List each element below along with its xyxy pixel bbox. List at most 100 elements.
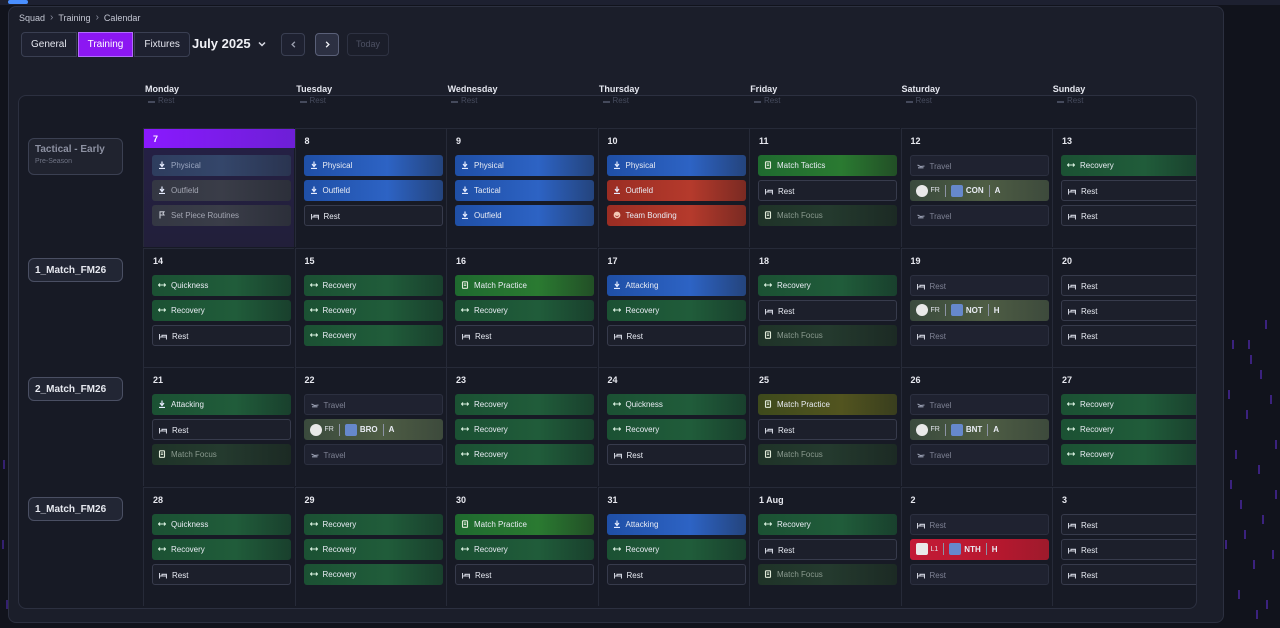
session-item[interactable]: Recovery: [455, 444, 594, 465]
calendar-day-cell[interactable]: 26 Travel FR BNT A Travel: [900, 367, 1052, 486]
session-item[interactable]: Physical: [455, 155, 594, 176]
week-plan-label[interactable]: Tactical - Early Pre-Season: [28, 138, 123, 175]
calendar-day-cell[interactable]: 12 Travel FR CON A Travel: [900, 128, 1052, 247]
session-item[interactable]: Quickness: [606, 394, 746, 415]
session-item[interactable]: Physical: [606, 155, 746, 176]
calendar-day-cell[interactable]: 13 Recovery Rest Rest: [1052, 128, 1196, 247]
calendar-day-cell[interactable]: 23 Recovery Recovery Recovery: [446, 367, 597, 486]
calendar-day-cell[interactable]: 15 Recovery Recovery Recovery: [294, 247, 446, 367]
session-item[interactable]: Travel: [909, 444, 1049, 465]
session-item[interactable]: Rest: [758, 180, 897, 201]
session-item[interactable]: Rest: [1061, 563, 1196, 585]
session-item[interactable]: Rest: [1061, 538, 1196, 560]
calendar-day-cell[interactable]: 21 Attacking Rest Match Focus: [143, 367, 294, 486]
session-item[interactable]: Recovery: [303, 324, 443, 346]
session-item[interactable]: Outfield: [152, 180, 291, 201]
session-item[interactable]: Travel: [303, 444, 443, 465]
session-item[interactable]: Rest: [606, 444, 746, 465]
session-item[interactable]: Rest: [303, 205, 443, 226]
next-month-button[interactable]: [315, 33, 339, 56]
session-item[interactable]: Recovery: [455, 419, 594, 440]
session-item[interactable]: Recovery: [303, 538, 443, 560]
session-item[interactable]: Match Focus: [758, 444, 897, 465]
session-item[interactable]: Rest: [909, 513, 1049, 535]
fixture-item[interactable]: FR BNT A: [909, 419, 1049, 440]
calendar-day-cell[interactable]: 2 Rest L1 NTH H Rest: [900, 486, 1052, 606]
session-item[interactable]: Attacking: [606, 274, 746, 296]
breadcrumb-squad[interactable]: Squad: [19, 12, 46, 23]
session-item[interactable]: Rest: [1061, 324, 1196, 346]
calendar-day-cell[interactable]: 27 Recovery Recovery Recovery: [1052, 367, 1196, 486]
session-item[interactable]: Match Tactics: [758, 155, 897, 176]
calendar-day-cell[interactable]: 3 Rest Rest Rest: [1052, 486, 1196, 606]
session-item[interactable]: Recovery: [1061, 155, 1196, 176]
session-item[interactable]: Recovery: [606, 299, 746, 321]
breadcrumb-training[interactable]: Training: [58, 12, 91, 23]
session-item[interactable]: Match Practice: [455, 513, 594, 535]
session-item[interactable]: Tactical: [455, 180, 594, 201]
session-item[interactable]: Set Piece Routines: [152, 205, 291, 226]
calendar-day-cell[interactable]: 31 Attacking Recovery Rest: [597, 486, 749, 606]
session-item[interactable]: Travel: [909, 155, 1049, 176]
session-item[interactable]: Outfield: [606, 180, 746, 201]
session-item[interactable]: Rest: [606, 563, 746, 585]
week-plan-label[interactable]: 1_Match_FM26: [28, 496, 123, 521]
calendar-day-cell[interactable]: 10 Physical Outfield Team Bonding: [597, 128, 749, 247]
session-item[interactable]: Rest: [1061, 513, 1196, 535]
session-item[interactable]: Recovery: [606, 419, 746, 440]
session-item[interactable]: Recovery: [152, 538, 291, 560]
fixture-item[interactable]: L1 NTH H: [909, 538, 1049, 560]
calendar-day-cell[interactable]: 22 Travel FR BRO A Travel: [294, 367, 446, 486]
session-item[interactable]: Match Practice: [455, 274, 594, 296]
session-item[interactable]: Physical: [303, 155, 443, 176]
prev-month-button[interactable]: [281, 33, 305, 56]
session-item[interactable]: Travel: [303, 394, 443, 415]
session-item[interactable]: Recovery: [455, 394, 594, 415]
session-item[interactable]: Rest: [606, 324, 746, 346]
week-plan-label[interactable]: 1_Match_FM26: [28, 257, 123, 282]
session-item[interactable]: Rest: [909, 563, 1049, 585]
tab-training[interactable]: Training: [77, 32, 134, 57]
session-item[interactable]: Rest: [909, 274, 1049, 296]
today-button[interactable]: Today: [347, 33, 389, 56]
month-selector[interactable]: July 2025: [192, 36, 267, 51]
session-item[interactable]: Travel: [909, 205, 1049, 226]
session-item[interactable]: Attacking: [606, 513, 746, 535]
session-item[interactable]: Rest: [152, 419, 291, 440]
fixture-item[interactable]: FR BRO A: [303, 419, 443, 440]
session-item[interactable]: Rest: [909, 324, 1049, 346]
session-item[interactable]: Quickness: [152, 274, 291, 296]
session-item[interactable]: Recovery: [758, 513, 897, 535]
session-item[interactable]: Recovery: [303, 274, 443, 296]
session-item[interactable]: Travel: [909, 394, 1049, 415]
session-item[interactable]: Match Focus: [758, 205, 897, 226]
session-item[interactable]: Attacking: [152, 394, 291, 415]
session-item[interactable]: Rest: [1061, 205, 1196, 226]
week-plan-label[interactable]: 2_Match_FM26: [28, 377, 123, 401]
calendar-day-cell[interactable]: 30 Match Practice Recovery Rest: [446, 486, 597, 606]
session-item[interactable]: Recovery: [758, 274, 897, 296]
session-item[interactable]: Rest: [758, 538, 897, 560]
session-item[interactable]: Team Bonding: [606, 205, 746, 226]
session-item[interactable]: Rest: [1061, 180, 1196, 201]
tab-general[interactable]: General: [21, 32, 77, 57]
session-item[interactable]: Rest: [1061, 274, 1196, 296]
session-item[interactable]: Recovery: [455, 299, 594, 321]
session-item[interactable]: Recovery: [303, 563, 443, 585]
session-item[interactable]: Match Focus: [758, 563, 897, 585]
calendar-day-cell[interactable]: 1 Aug Recovery Rest Match Focus: [749, 486, 900, 606]
session-item[interactable]: Rest: [758, 419, 897, 440]
calendar-day-cell[interactable]: 24 Quickness Recovery Rest: [597, 367, 749, 486]
calendar-day-cell[interactable]: 11 Match Tactics Rest Match Focus: [749, 128, 900, 247]
session-item[interactable]: Physical: [152, 155, 291, 176]
calendar-day-cell[interactable]: 18 Recovery Rest Match Focus: [749, 247, 900, 367]
session-item[interactable]: Rest: [152, 324, 291, 346]
calendar-day-cell[interactable]: 29 Recovery Recovery Recovery: [294, 486, 446, 606]
session-item[interactable]: Outfield: [303, 180, 443, 201]
session-item[interactable]: Recovery: [303, 513, 443, 535]
session-item[interactable]: Rest: [455, 563, 594, 585]
session-item[interactable]: Rest: [152, 563, 291, 585]
calendar-day-cell[interactable]: 28 Quickness Recovery Rest: [143, 486, 294, 606]
calendar-day-cell[interactable]: 19 Rest FR NOT H Rest: [900, 247, 1052, 367]
session-item[interactable]: Outfield: [455, 205, 594, 226]
